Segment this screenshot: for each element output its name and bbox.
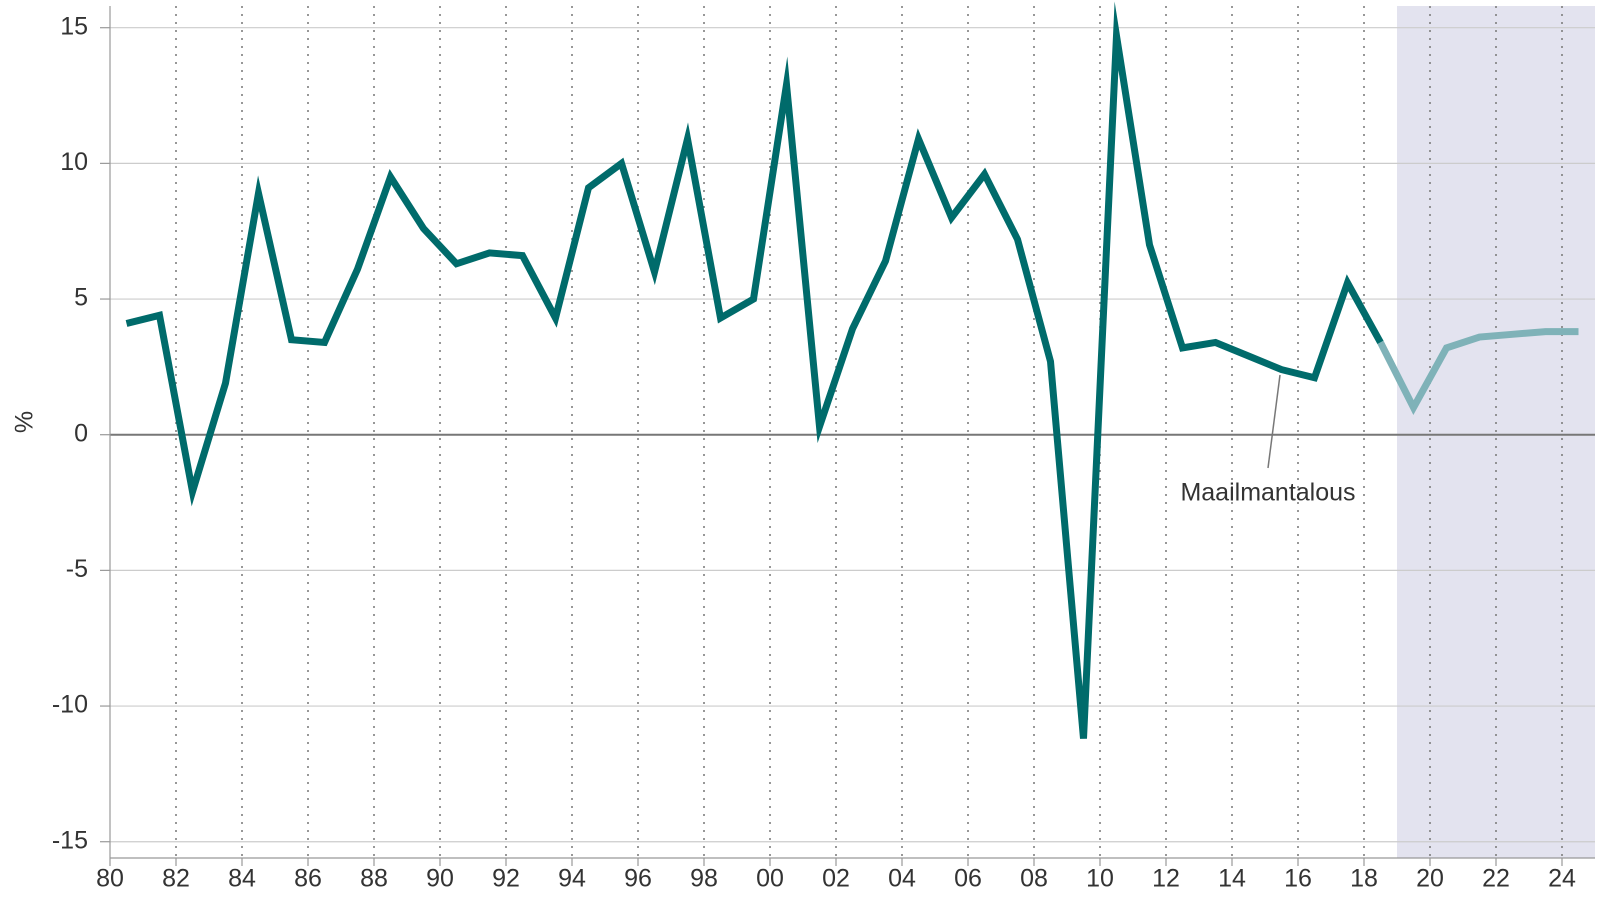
y-axis-label: % (11, 411, 39, 433)
annotation: Maailmantalous (1180, 479, 1355, 507)
x-tick-label: 24 (1548, 865, 1576, 893)
x-tick-label: 22 (1482, 865, 1510, 893)
x-tick-label: 82 (162, 865, 190, 893)
x-tick-label: 16 (1284, 865, 1312, 893)
annotation-leader (1267, 374, 1281, 469)
y-tick-label: -10 (52, 691, 88, 719)
x-tick-label: 12 (1152, 865, 1180, 893)
x-tick-label: 94 (558, 865, 586, 893)
background-layer (100, 6, 1595, 866)
x-tick-label: 90 (426, 865, 454, 893)
y-tick-label: -15 (52, 826, 88, 854)
y-tick-label: -5 (66, 555, 88, 583)
x-tick-label: 14 (1218, 865, 1246, 893)
x-tick-label: 96 (624, 865, 652, 893)
x-tick-label: 20 (1416, 865, 1444, 893)
x-tick-label: 04 (888, 865, 916, 893)
y-tick-label: 5 (74, 284, 88, 312)
x-tick-label: 88 (360, 865, 388, 893)
x-tick-label: 00 (756, 865, 784, 893)
y-tick-label: 15 (60, 12, 88, 40)
x-tick-label: 98 (690, 865, 718, 893)
x-tick-label: 02 (822, 865, 850, 893)
data-line (1377, 328, 1579, 416)
x-tick-label: 86 (294, 865, 322, 893)
y-tick-label: 10 (60, 148, 88, 176)
y-tick-label: 0 (74, 419, 88, 447)
data-line (125, 1, 1384, 739)
x-tick-label: 84 (228, 865, 256, 893)
x-tick-label: 08 (1020, 865, 1048, 893)
x-tick-label: 92 (492, 865, 520, 893)
x-tick-label: 10 (1086, 865, 1114, 893)
x-tick-label: 06 (954, 865, 982, 893)
x-tick-label: 80 (96, 865, 124, 893)
x-tick-label: 18 (1350, 865, 1378, 893)
